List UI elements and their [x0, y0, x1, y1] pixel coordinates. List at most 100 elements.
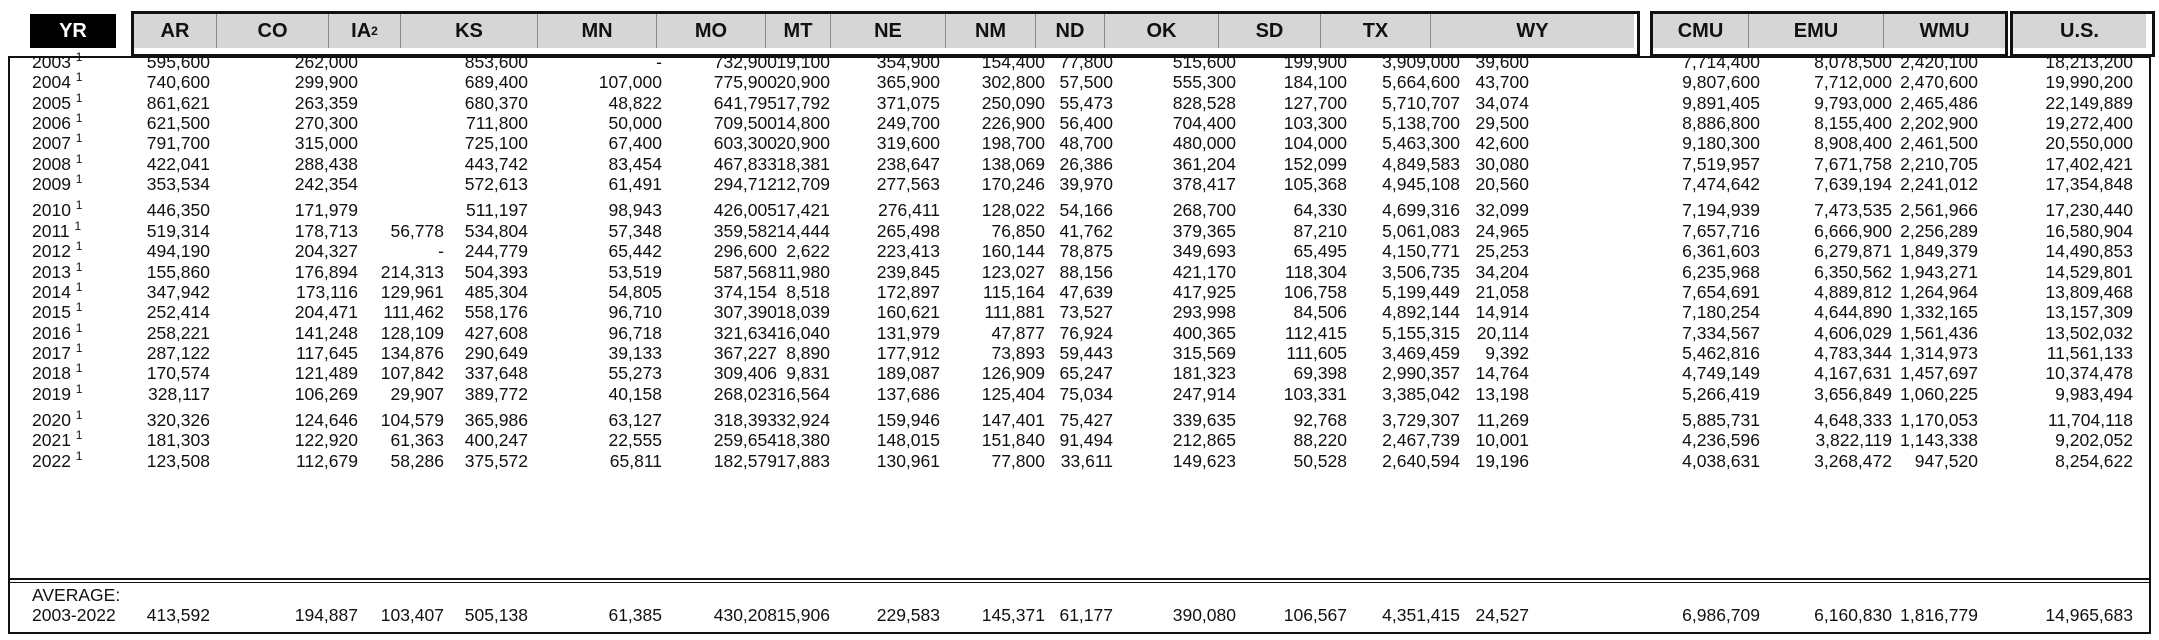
state-value-cell: 127,700	[1283, 92, 1347, 113]
region-value-cell: 3,656,849	[1814, 383, 1892, 404]
region-value-cell: 7,519,957	[1682, 153, 1760, 174]
table-row: 2020 1 320,326 124,646 104,579 365,986 63,127…	[0, 409, 2159, 430]
state-value-cell: 365,900	[876, 72, 940, 93]
state-value-cell: 828,528	[1172, 92, 1236, 113]
state-value-cell: 14,800	[776, 113, 830, 134]
state-value-cell: 244,779	[464, 241, 528, 262]
state-ne-header: NE	[831, 14, 946, 48]
region-value-cell: 6,279,871	[1814, 241, 1892, 262]
state-value-cell: 5,199,449	[1382, 281, 1460, 302]
state-value-cell: 485,304	[464, 281, 528, 302]
state-value-cell: 55,273	[608, 363, 662, 384]
state-value-cell: 288,438	[294, 153, 358, 174]
state-value-cell: 29,500	[1475, 113, 1529, 134]
region-value-cell: 4,606,029	[1814, 322, 1892, 343]
state-value-cell: 61,363	[390, 430, 444, 451]
table-row: 2007 1 791,700 315,000 725,100 67,400 603,300…	[0, 133, 2159, 154]
state-value-cell: 121,489	[294, 363, 358, 384]
table-row: 2019 1 328,117 106,269 29,907 389,772 40,158 2…	[0, 383, 2159, 404]
state-value-cell: 76,924	[1059, 322, 1113, 343]
region-average-cell: 6,160,830	[1814, 605, 1892, 625]
state-value-cell: 307,390	[713, 302, 777, 323]
region-value-cell: 8,908,400	[1814, 133, 1892, 154]
state-value-cell: 2,467,739	[1382, 430, 1460, 451]
state-value-cell: 263,359	[294, 92, 358, 113]
state-value-cell: 123,027	[981, 261, 1045, 282]
us-value-cell: 13,809,468	[2045, 281, 2133, 302]
us-value-cell: 17,230,440	[2045, 200, 2133, 221]
state-value-cell: 320,326	[146, 409, 210, 430]
region-value-cell: 2,470,600	[1900, 72, 1978, 93]
table-row: 2003 1 595,600 262,000 853,600 - 732,900 19,10…	[0, 51, 2159, 72]
state-value-cell: 32,924	[776, 409, 830, 430]
state-value-cell: 319,600	[876, 133, 940, 154]
table-frame	[8, 56, 2151, 634]
state-value-cell: 359,582	[713, 220, 777, 241]
state-value-cell: 14,764	[1475, 363, 1529, 384]
state-value-cell: 446,350	[146, 200, 210, 221]
state-value-cell: 48,700	[1059, 133, 1113, 154]
state-value-cell: 315,569	[1172, 342, 1236, 363]
state-value-cell: 128,109	[380, 322, 444, 343]
state-value-cell: 115,164	[983, 281, 1045, 302]
state-value-cell: 5,664,600	[1382, 72, 1460, 93]
state-value-cell: 315,000	[294, 133, 358, 154]
year-cell: 2004 1	[32, 70, 83, 93]
region-emu-header: EMU	[1749, 14, 1884, 48]
region-value-cell: 8,078,500	[1814, 52, 1892, 72]
state-value-cell: 16,564	[776, 383, 830, 404]
state-value-cell: 379,365	[1172, 220, 1236, 241]
year-cell: 2016 1	[32, 320, 83, 343]
state-value-cell: 9,392	[1485, 342, 1529, 363]
state-value-cell: 378,417	[1172, 174, 1236, 195]
region-value-cell: 1,264,964	[1900, 281, 1978, 302]
us-value-cell: 16,580,904	[2045, 220, 2133, 241]
state-value-cell: 26,386	[1059, 153, 1113, 174]
state-value-cell: 400,365	[1172, 322, 1236, 343]
state-value-cell: 276,411	[878, 200, 940, 221]
state-value-cell: -	[438, 241, 444, 262]
state-average-cell: 106,567	[1283, 605, 1347, 625]
state-value-cell: 92,768	[1293, 409, 1347, 430]
state-value-cell: 427,608	[464, 322, 528, 343]
average-period: 2003-2022	[32, 605, 116, 625]
year-cell: 2012 1	[32, 239, 83, 262]
us-value-cell: 8,254,622	[2055, 450, 2133, 471]
state-value-cell: 75,034	[1059, 383, 1113, 404]
state-value-cell: 5,061,083	[1382, 220, 1460, 241]
state-value-cell: 704,400	[1172, 113, 1236, 134]
state-value-cell: 417,925	[1172, 281, 1236, 302]
state-value-cell: 173,116	[296, 281, 358, 302]
state-value-cell: 103,331	[1283, 383, 1347, 404]
state-value-cell: 176,894	[294, 261, 358, 282]
state-value-cell: 20,900	[776, 133, 830, 154]
state-value-cell: 270,300	[294, 113, 358, 134]
state-value-cell: 367,227	[713, 342, 777, 363]
state-value-cell: 69,398	[1293, 363, 1347, 384]
state-nd-header: ND	[1036, 14, 1105, 48]
state-value-cell: 277,563	[876, 174, 940, 195]
region-value-cell: 7,194,939	[1682, 200, 1760, 221]
state-value-cell: 400,247	[464, 430, 528, 451]
region-value-cell: 4,038,631	[1682, 450, 1760, 471]
state-average-cell: 24,527	[1475, 605, 1529, 625]
state-value-cell: 65,495	[1293, 241, 1347, 262]
state-mo-header: MO	[657, 14, 766, 48]
state-value-cell: 480,000	[1172, 133, 1236, 154]
state-value-cell: 711,800	[466, 113, 528, 134]
state-value-cell: 61,491	[608, 174, 662, 195]
state-value-cell: 10,001	[1475, 430, 1529, 451]
state-value-cell: 34,204	[1475, 261, 1529, 282]
year-cell: 2011 1	[32, 218, 82, 241]
state-value-cell: 299,900	[294, 72, 358, 93]
region-value-cell: 1,943,271	[1900, 261, 1978, 282]
state-value-cell: 252,414	[146, 302, 210, 323]
state-co-header: CO	[217, 14, 329, 48]
state-value-cell: 725,100	[464, 133, 528, 154]
state-value-cell: 107,000	[598, 72, 662, 93]
state-value-cell: 29,907	[390, 383, 444, 404]
state-value-cell: 226,900	[981, 113, 1045, 134]
state-value-cell: 3,506,735	[1382, 261, 1460, 282]
state-value-cell: 680,370	[464, 92, 528, 113]
state-value-cell: 30,080	[1475, 153, 1529, 174]
